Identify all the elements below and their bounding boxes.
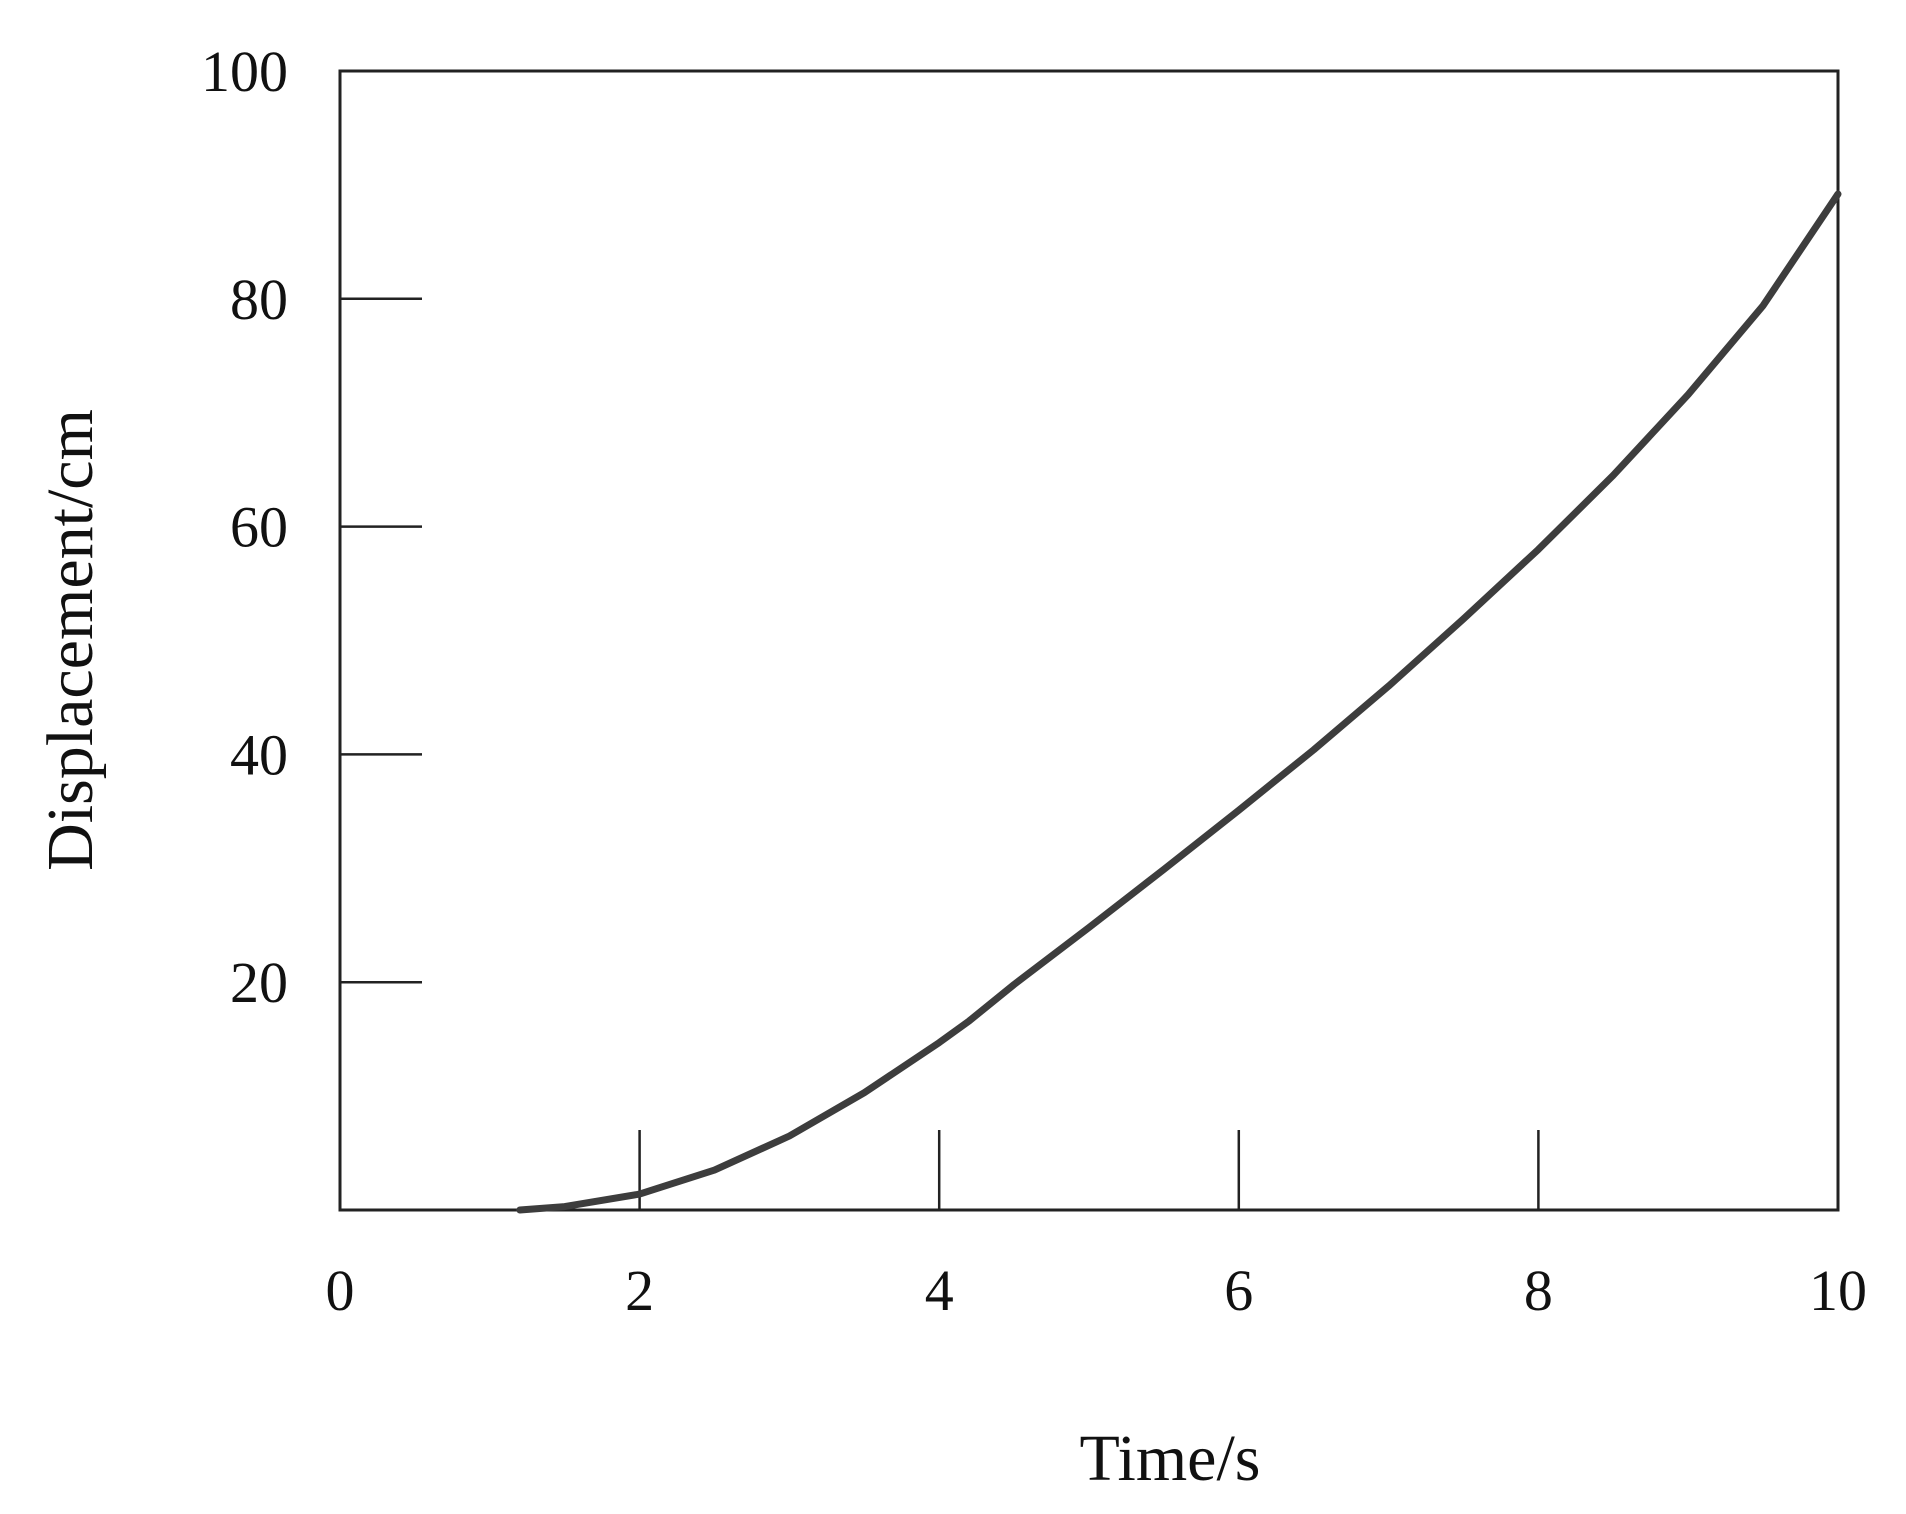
y-axis-ticks <box>340 297 422 984</box>
x-tick-label-10: 10 <box>1809 1258 1867 1323</box>
x-tick-label-2: 2 <box>625 1258 654 1323</box>
y-tick-label-20: 20 <box>230 950 288 1015</box>
x-tick-label-4: 4 <box>925 1258 954 1323</box>
y-tick-label-60: 60 <box>230 495 288 560</box>
y-tick-label-40: 40 <box>230 722 288 787</box>
y-tick-label-80: 80 <box>230 267 288 332</box>
x-axis-title: Time/s <box>1080 1422 1261 1495</box>
x-tick-label-8: 8 <box>1524 1258 1553 1323</box>
y-axis-title: Displacement/cm <box>34 409 107 871</box>
x-axis-tick-labels: 0 2 4 6 8 10 <box>326 1258 1868 1323</box>
displacement-series-line <box>516 190 1842 1214</box>
x-tick-label-0: 0 <box>326 1258 355 1323</box>
y-axis-tick-labels: 20 40 60 80 100 <box>201 39 288 1015</box>
x-tick-label-6: 6 <box>1224 1258 1253 1323</box>
plot-frame <box>338 69 1840 1212</box>
y-tick-label-100: 100 <box>201 39 288 104</box>
